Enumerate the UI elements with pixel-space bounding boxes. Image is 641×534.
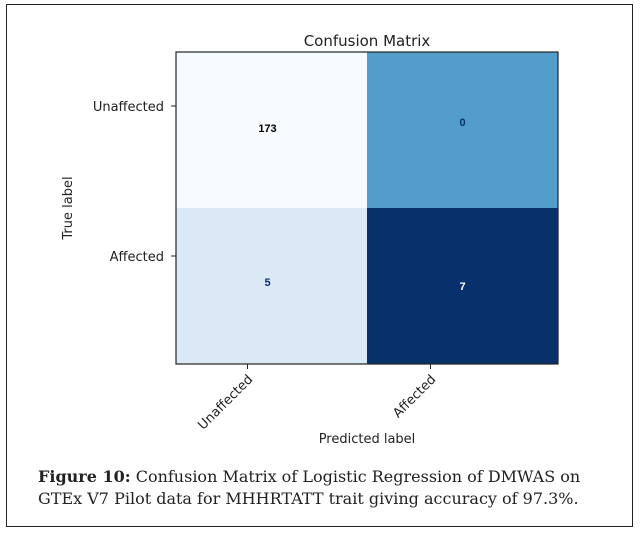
caption-label: Figure 10:	[38, 467, 131, 486]
y-tick-label: Unaffected	[93, 100, 164, 115]
matrix-cell	[367, 52, 558, 208]
x-axis-label: Predicted label	[319, 432, 416, 447]
cell-value-label: 0	[459, 117, 465, 129]
cell-value-label: 7	[459, 281, 465, 293]
cell-value-label: 5	[264, 277, 270, 289]
chart-title: Confusion Matrix	[304, 32, 431, 50]
plot-border	[175, 51, 559, 365]
figure-frame	[6, 4, 633, 527]
y-axis-label: True label	[61, 176, 76, 240]
matrix-cell	[367, 208, 558, 364]
caption-text: Confusion Matrix of Logistic Regression …	[38, 467, 581, 508]
matrix-cell	[176, 52, 367, 208]
cell-value-label: 173	[258, 123, 276, 135]
x-tick-label: Unaffected	[195, 372, 256, 433]
matrix-cell	[176, 208, 367, 364]
x-tick-label: Affected	[390, 372, 439, 421]
figure-caption: Figure 10: Confusion Matrix of Logistic …	[38, 466, 628, 510]
y-tick-label: Affected	[110, 250, 164, 265]
